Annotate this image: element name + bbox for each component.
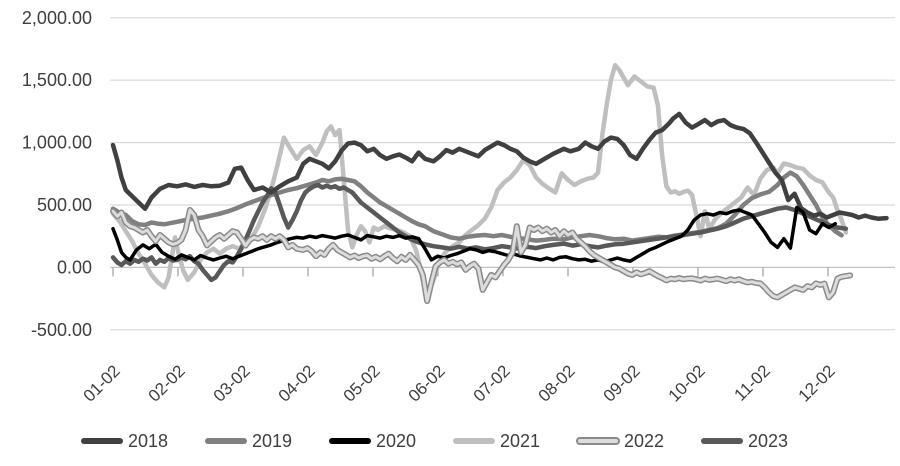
legend-label-2021: 2021 bbox=[500, 431, 540, 451]
legend-item-2021: 2021 bbox=[453, 431, 540, 451]
legend-label-2019: 2019 bbox=[252, 431, 292, 451]
x-axis-label: 01-02 bbox=[80, 361, 124, 405]
series-line-2019 bbox=[110, 170, 844, 243]
y-axis-label: -500.00 bbox=[31, 320, 92, 340]
y-axis-label: 2,000.00 bbox=[22, 8, 92, 28]
x-axis-label: 10-02 bbox=[665, 361, 709, 405]
legend-item-2018: 2018 bbox=[81, 431, 168, 451]
legend-label-2022: 2022 bbox=[624, 431, 664, 451]
x-axis-label: 02-02 bbox=[145, 361, 189, 405]
x-axis-label: 09-02 bbox=[600, 361, 644, 405]
x-axis-label: 04-02 bbox=[275, 361, 319, 405]
x-axis-label: 03-02 bbox=[210, 361, 254, 405]
y-axis-label: 1,500.00 bbox=[22, 70, 92, 90]
x-axis-label: 07-02 bbox=[470, 361, 514, 405]
y-axis-label: 1,000.00 bbox=[22, 133, 92, 153]
y-axis-label: 0.00 bbox=[57, 257, 92, 277]
x-axis-label: 12-02 bbox=[795, 361, 839, 405]
legend-label-2020: 2020 bbox=[376, 431, 416, 451]
series-line-2020 bbox=[111, 205, 837, 264]
legend-label-2018: 2018 bbox=[128, 431, 168, 451]
series-line-2021 bbox=[110, 62, 849, 299]
x-axis-label: 05-02 bbox=[340, 361, 384, 405]
legend-item-2022: 2022 bbox=[576, 431, 664, 451]
legend-item-2019: 2019 bbox=[205, 431, 292, 451]
series-lines bbox=[110, 62, 889, 305]
x-axis-label: 08-02 bbox=[535, 361, 579, 405]
legend-item-2023: 2023 bbox=[701, 431, 788, 451]
series-line-2018 bbox=[110, 111, 889, 221]
y-axis-labels: 2,000.00 1,500.00 1,000.00 500.00 0.00 -500.0… bbox=[22, 8, 92, 340]
y-axis-label: 500.00 bbox=[37, 195, 92, 215]
legend: 2018 2019 2020 2021 2022 2023 bbox=[81, 431, 788, 451]
legend-item-2020: 2020 bbox=[329, 431, 416, 451]
x-axis: 01-02 02-02 03-02 04-02 05-02 06-02 07-02 08-02… bbox=[80, 267, 839, 406]
x-axis-label: 11-02 bbox=[731, 361, 774, 404]
series-line-2022 bbox=[111, 208, 852, 303]
legend-label-2023: 2023 bbox=[748, 431, 788, 451]
x-axis-label: 06-02 bbox=[405, 361, 449, 405]
